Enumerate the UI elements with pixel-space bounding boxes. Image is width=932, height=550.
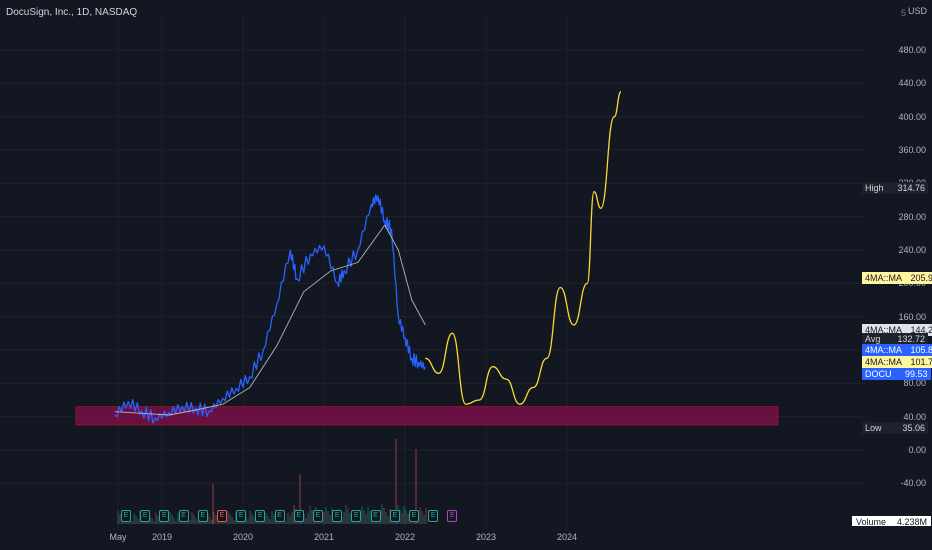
support-zone-box — [75, 406, 779, 426]
series-line-0 — [114, 193, 426, 424]
time-tick-label: 2022 — [394, 532, 416, 542]
price-tick-label: 160.00 — [898, 311, 926, 322]
price-tag-name: Low — [862, 422, 892, 435]
time-tick-label: 2024 — [556, 532, 578, 542]
price-tag-name: DOCU — [862, 367, 895, 380]
price-tick-label: 360.00 — [898, 145, 926, 155]
series-line-2 — [425, 91, 622, 405]
time-tick-label: May — [109, 532, 127, 542]
volume-ma-value: 4.238M — [896, 517, 927, 527]
time-tick-label: 2020 — [232, 532, 254, 542]
earnings-marker[interactable]: E — [313, 510, 323, 522]
earnings-marker[interactable]: E — [293, 510, 304, 522]
price-tag-name: 4MA::MA — [862, 323, 906, 336]
earnings-marker[interactable]: E — [197, 510, 208, 522]
price-tick-label: 280.00 — [898, 211, 926, 222]
earnings-marker[interactable]: E — [255, 510, 266, 522]
price-tick-label: -40.00 — [900, 478, 926, 489]
price-tag-value: 99.53 — [894, 367, 931, 380]
price-tag: High 314.76 — [862, 181, 928, 194]
price-tag-name: Avg — [862, 333, 892, 346]
price-tag-value: 35.06 — [892, 422, 928, 435]
price-tag-value: 205.93 — [905, 272, 932, 285]
time-tick-label: 2021 — [313, 532, 335, 542]
earnings-marker[interactable]: E — [332, 510, 343, 522]
earnings-marker[interactable]: E — [409, 510, 419, 522]
earnings-marker[interactable]: E — [447, 510, 458, 522]
volume-ma-label: Volume MA — [856, 517, 887, 539]
price-tick-label: 0.00 — [908, 445, 926, 455]
price-tag-value: 105.82 — [905, 344, 932, 357]
earnings-marker[interactable]: E — [178, 510, 189, 522]
price-tag-value: 144.21 — [905, 323, 932, 336]
earnings-marker[interactable]: E — [159, 510, 170, 522]
earnings-marker[interactable]: E — [274, 510, 285, 522]
price-tag-value: 132.72 — [892, 333, 928, 346]
price-tag-name: 4MA::MA — [862, 344, 906, 357]
earnings-marker[interactable]: E — [236, 510, 247, 522]
earnings-marker[interactable]: E — [217, 510, 227, 522]
price-tick-label: 40.00 — [903, 411, 926, 422]
time-tick-label: 2023 — [475, 532, 497, 542]
price-tag: Low 35.06 — [862, 422, 928, 435]
symbol-title: DocuSign, Inc., 1D, NASDAQ — [6, 7, 138, 18]
price-tag-name: 4MA::MA — [862, 356, 906, 369]
scale-corner-label: 5 — [901, 8, 907, 18]
price-tag-name: 4MA::MA — [862, 272, 906, 285]
price-tag-name: High — [862, 181, 892, 194]
price-tag: Avg 132.72 — [862, 333, 928, 346]
earnings-marker[interactable]: E — [351, 510, 362, 522]
earnings-marker[interactable]: E — [389, 510, 400, 522]
earnings-marker[interactable]: E — [121, 510, 131, 522]
price-tag-value: 101.70 — [905, 356, 932, 369]
currency-label[interactable]: USD — [907, 6, 927, 16]
volume-ma-legend[interactable]: Volume MA 4.238M — [851, 515, 932, 539]
time-tick-label: 2019 — [151, 532, 173, 542]
price-tick-label: 240.00 — [898, 245, 926, 255]
price-tag-value: 314.76 — [892, 181, 928, 194]
price-tick-label: 400.00 — [898, 111, 926, 122]
price-tick-label: 80.00 — [903, 378, 926, 389]
price-tick-label: 440.00 — [898, 78, 926, 89]
earnings-marker[interactable]: E — [140, 510, 151, 522]
earnings-marker[interactable]: E — [370, 510, 381, 522]
price-tick-label: 480.00 — [898, 45, 926, 55]
price-tag: DOCU 99.53 — [862, 367, 931, 380]
series-line-1 — [114, 224, 426, 416]
earnings-marker[interactable]: E — [428, 510, 439, 522]
